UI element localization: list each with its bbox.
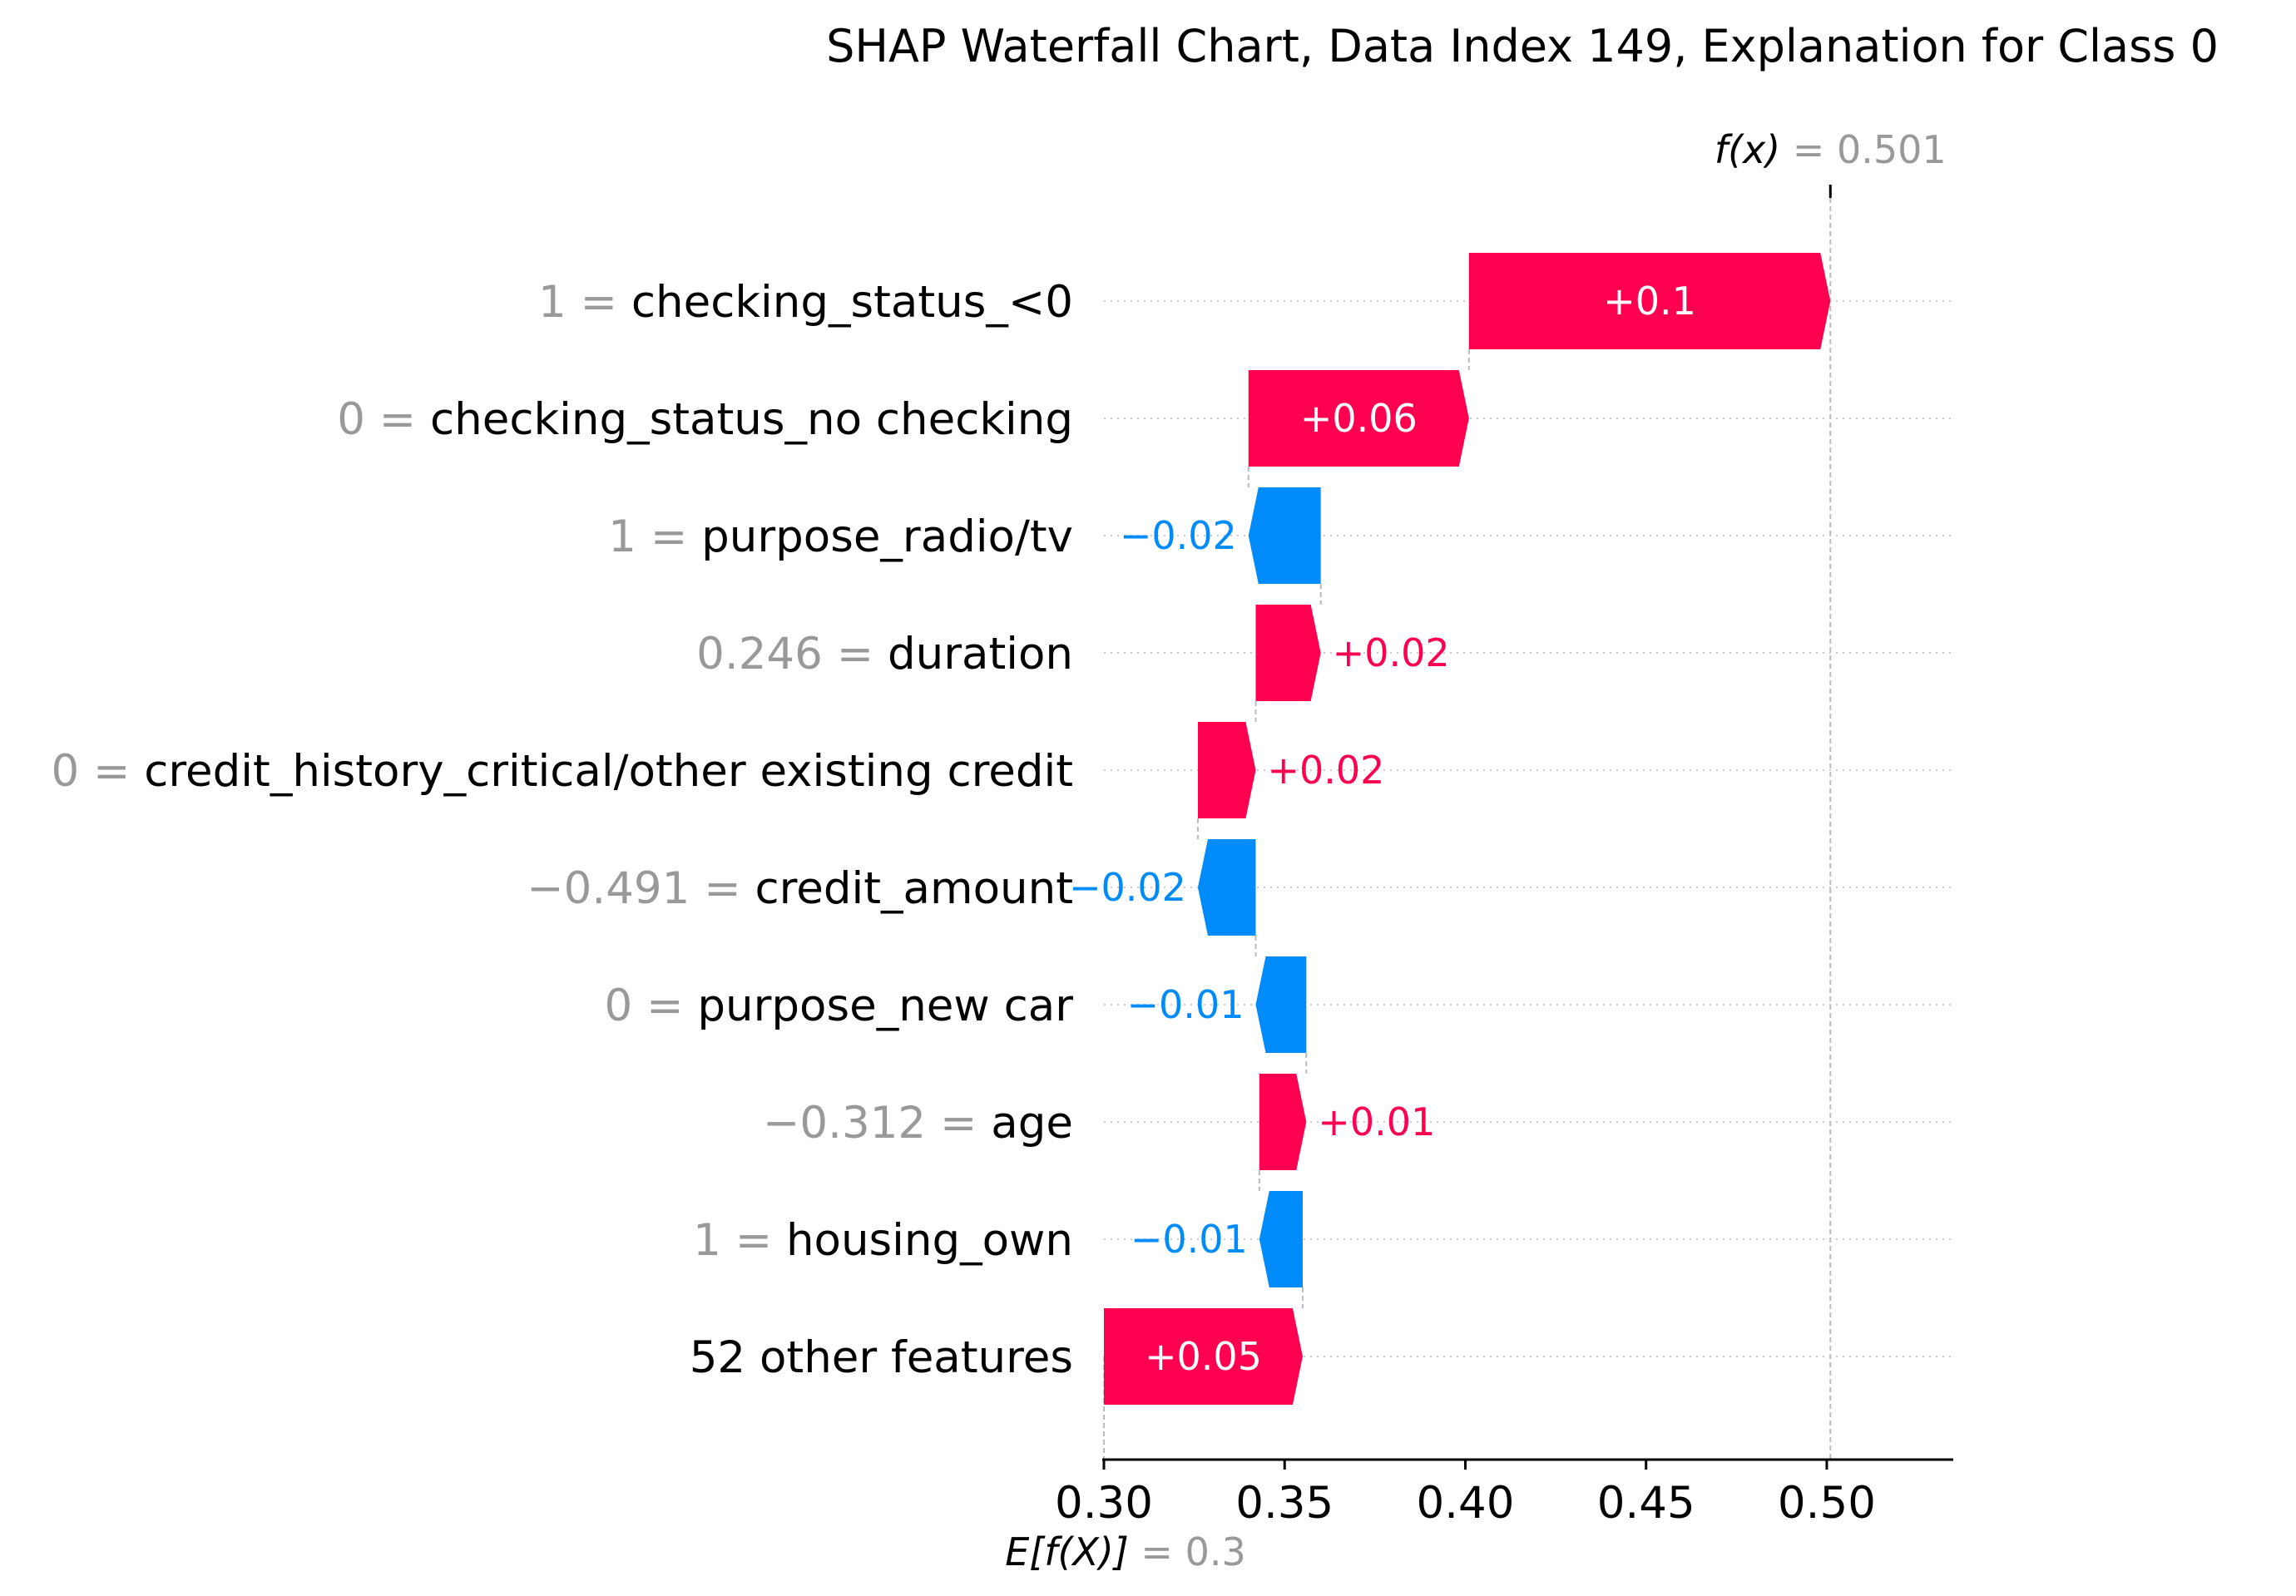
feature-label: −0.312 = age [763,1098,1073,1149]
feature-value: 0 = [605,981,698,1031]
grid-lines [1104,300,1953,1357]
feature-label: −0.491 = credit_amount [527,863,1073,914]
feature-label: 0 = checking_status_no checking [337,394,1073,445]
x-tick-label: 0.30 [1055,1478,1153,1529]
waterfall-bar [1255,605,1321,701]
feature-value: −0.491 = [527,863,755,914]
bar-value-label: +0.01 [1318,1099,1435,1144]
bar-value-label: −0.01 [1127,982,1244,1027]
bar-value-label: −0.01 [1131,1217,1248,1262]
waterfall-bar [1468,253,1831,349]
feature-label: 0.246 = duration [696,629,1073,679]
ex-label: E[f(X)] = 0.3 [1005,1529,1246,1574]
x-tick-label: 0.50 [1778,1478,1876,1529]
feature-value: 0.246 = [696,629,888,679]
feature-name: duration [888,629,1073,679]
x-tick-label: 0.45 [1597,1478,1695,1529]
feature-name: purpose_new car [697,981,1073,1031]
fx-annotation: f(x) = 0.501 [1715,127,1947,198]
bar-value-label: +0.1 [1603,279,1696,324]
feature-label: 1 = purpose_radio/tv [608,511,1073,562]
feature-label: 0 = credit_history_critical/other existi… [51,746,1073,797]
bar-value-label: −0.02 [1069,865,1186,910]
connector-lines [1103,198,1832,1460]
waterfall-bar [1259,1191,1303,1287]
feature-name: 52 other features [690,1332,1073,1383]
feature-name: age [991,1098,1073,1149]
feature-name: checking_status_<0 [631,277,1073,328]
feature-label: 1 = checking_status_<0 [538,277,1073,328]
waterfall-bar [1104,1308,1303,1405]
waterfall-bar [1248,487,1321,584]
bars: +0.1 +0.06 −0.02 +0.02 +0.02 −0.02 −0.01 +0.01 −… [1069,253,1831,1405]
feature-value: 0 = [51,746,144,797]
feature-value: 0 = [337,394,430,445]
x-axis: 0.30 0.35 0.40 0.45 0.50 [1055,1458,1953,1529]
bar-value-label: +0.02 [1333,630,1450,675]
feature-value: −0.312 = [763,1098,991,1149]
feature-labels: 1 = checking_status_<0 0 = checking_statu… [51,277,1073,1383]
x-tick-label: 0.40 [1416,1478,1514,1529]
feature-name: purpose_radio/tv [701,511,1073,562]
feature-label: 0 = purpose_new car [605,981,1074,1031]
ex-value: = 0.3 [1129,1529,1246,1574]
bar-value-label: +0.05 [1145,1334,1262,1379]
waterfall-bar [1248,370,1469,467]
waterfall-bar [1197,722,1256,818]
ex-annotation: E[f(X)] = 0.3 [1005,1529,1246,1574]
waterfall-bar [1259,1074,1307,1170]
feature-name: credit_amount [755,863,1073,914]
waterfall-bar [1197,839,1256,936]
bar-value-label: +0.06 [1300,396,1418,441]
waterfall-bar [1255,956,1307,1053]
feature-value: 1 = [693,1215,786,1266]
feature-label: 1 = housing_own [693,1215,1073,1266]
feature-value: 1 = [538,277,631,328]
fx-value: = 0.501 [1780,127,1946,172]
fx-label: f(x) = 0.501 [1715,127,1947,172]
fx-name: f(x) [1715,127,1780,172]
feature-label: 52 other features [690,1332,1073,1383]
ex-name: E[f(X)] [1005,1529,1129,1574]
feature-name: credit_history_critical/other existing c… [144,746,1073,797]
x-tick-label: 0.35 [1235,1478,1334,1529]
feature-value: 1 = [608,511,701,562]
feature-name: checking_status_no checking [430,394,1073,445]
bar-value-label: −0.02 [1120,513,1237,558]
feature-name: housing_own [786,1215,1073,1266]
bar-value-label: +0.02 [1267,748,1384,793]
chart-title: SHAP Waterfall Chart, Data Index 149, Ex… [826,20,2219,72]
